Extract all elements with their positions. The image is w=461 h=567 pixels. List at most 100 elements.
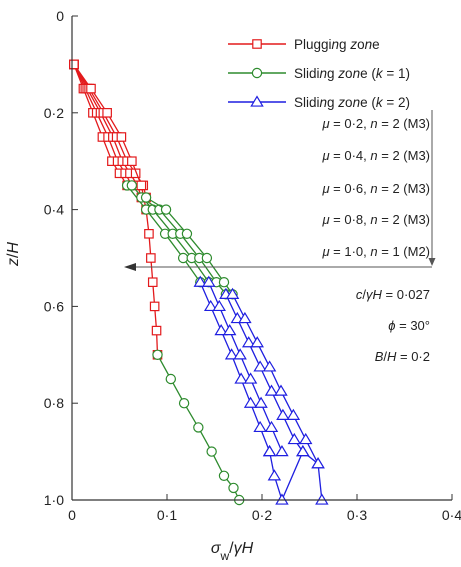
mu-annotation: μ = 0·2, n = 2 (M3) [321,116,430,131]
x-tick-label: 0·4 [442,507,461,523]
data-point-plugging [86,83,96,94]
series-sliding-k2 [225,287,325,469]
data-point-sliding-k1 [181,228,193,239]
legend-swatch-marker [251,67,263,79]
legend: Plugging zone Sliding zone (k = 1) Sliding… [228,37,410,110]
data-point-sliding-k2 [243,396,258,408]
parameter-label: B/H = 0·2 [375,349,430,364]
x-tick-label: 0·2 [252,507,272,523]
data-point-sliding-k2 [275,493,289,505]
data-point-sliding-k2 [262,445,277,457]
legend-entry: Sliding zone (k = 2) [228,95,410,110]
annotation-arrowhead-down [428,258,436,266]
data-point-sliding-k2 [212,299,226,312]
legend-swatch-marker [250,95,264,107]
parameter-label: ϕ = 30° [388,318,430,333]
data-point-sliding-k2 [286,408,301,420]
x-tick-label: 0·1 [157,507,177,523]
series-sliding-k2 [262,445,329,505]
data-point-sliding-k1 [201,252,213,264]
y-tick-label: 0·4 [44,202,64,218]
data-point-sliding-k1 [218,277,230,288]
data-point-sliding-k2 [275,445,289,457]
data-point-sliding-k1 [218,470,230,481]
annotation-arrowhead-left [124,263,136,271]
data-point-sliding-k2 [250,336,264,348]
data-point-sliding-k2 [253,360,267,372]
data-point-sliding-k2 [264,384,279,396]
data-point-sliding-k2 [262,360,277,372]
data-point-plugging [151,325,162,336]
data-point-sliding-k2 [276,408,290,420]
y-tick-label: 0·8 [44,395,64,411]
mu-annotation: μ = 0·8, n = 2 (M3) [321,212,430,227]
legend-label: Plugging zone [294,37,380,52]
data-point-sliding-k2 [296,445,310,457]
x-tick-label: 0·3 [347,507,367,523]
legend-entry: Plugging zone [228,37,380,52]
data-point-sliding-k2 [311,457,325,469]
x-tick-label: 0 [68,507,76,523]
legend-swatch-marker [252,39,262,49]
x-axis-label: σw/γH [211,540,254,562]
data-point-plugging [69,59,79,70]
data-point-sliding-k1 [140,192,152,203]
data-point-sliding-k2 [224,348,239,360]
data-point-plugging [136,180,147,191]
data-point-plugging [149,301,160,312]
plot-layer [69,59,329,506]
data-point-sliding-k1 [178,398,190,409]
data-point-sliding-k2 [234,372,248,384]
legend-entry: Sliding zone (k = 1) [228,66,410,81]
data-point-sliding-k2 [202,275,216,287]
data-point-sliding-k2 [241,336,256,348]
mu-annotation: μ = 1·0, n = 1 (M2) [321,244,430,259]
data-point-sliding-k2 [298,432,313,445]
data-point-sliding-k2 [238,311,252,324]
data-point-sliding-k1 [160,204,172,215]
data-point-sliding-k2 [233,348,247,360]
data-point-sliding-k1 [193,422,204,433]
data-point-plugging [102,107,112,118]
data-point-sliding-k1 [206,446,217,457]
legend-label: Sliding zone (k = 1) [294,66,410,81]
data-point-plugging [146,253,156,263]
axis-layer: 0 0·1 0·2 0·3 0·4 0 0·2 0·4 0·6 0·8 1·0 σw/γH z/H [5,8,461,563]
data-point-sliding-k2 [253,420,267,433]
data-point-plugging [116,132,127,142]
data-point-sliding-k1 [165,373,176,385]
data-point-sliding-k2 [222,324,237,336]
data-point-sliding-k2 [274,384,288,396]
data-point-sliding-k1 [126,180,138,191]
y-tick-label: 0·2 [44,105,64,121]
data-point-sliding-k2 [225,287,240,299]
data-point-plugging [130,168,141,179]
annotations: μ = 0·2, n = 2 (M3) μ = 0·4, n = 2 (M3) μ … [124,110,436,364]
y-tick-label: 0·6 [44,298,64,314]
data-point-sliding-k2 [287,432,302,445]
data-point-sliding-k2 [203,299,218,312]
data-point-sliding-k2 [243,372,258,384]
series-sliding-k2 [202,275,289,457]
data-point-sliding-k2 [267,469,282,481]
data-point-sliding-k1 [228,482,239,494]
data-point-sliding-k1 [177,252,189,264]
data-point-sliding-k1 [152,349,163,360]
series-sliding-k1 [121,180,206,288]
data-point-sliding-k2 [214,324,228,336]
data-point-plugging [147,277,158,287]
series-line-plugging [73,64,133,186]
y-tick-label: 0 [56,8,64,24]
data-point-plugging [127,156,137,166]
data-point-sliding-k2 [315,493,329,505]
data-point-plugging [144,229,154,239]
legend-label: Sliding zone (k = 2) [294,95,410,110]
data-point-sliding-k2 [264,420,279,433]
data-point-sliding-k2 [254,396,268,408]
mu-annotation: μ = 0·6, n = 2 (M3) [321,181,430,196]
data-point-sliding-k2 [193,275,207,287]
parameter-label: c/γH = 0·027 [356,287,430,302]
series-sliding-k1 [152,349,245,506]
